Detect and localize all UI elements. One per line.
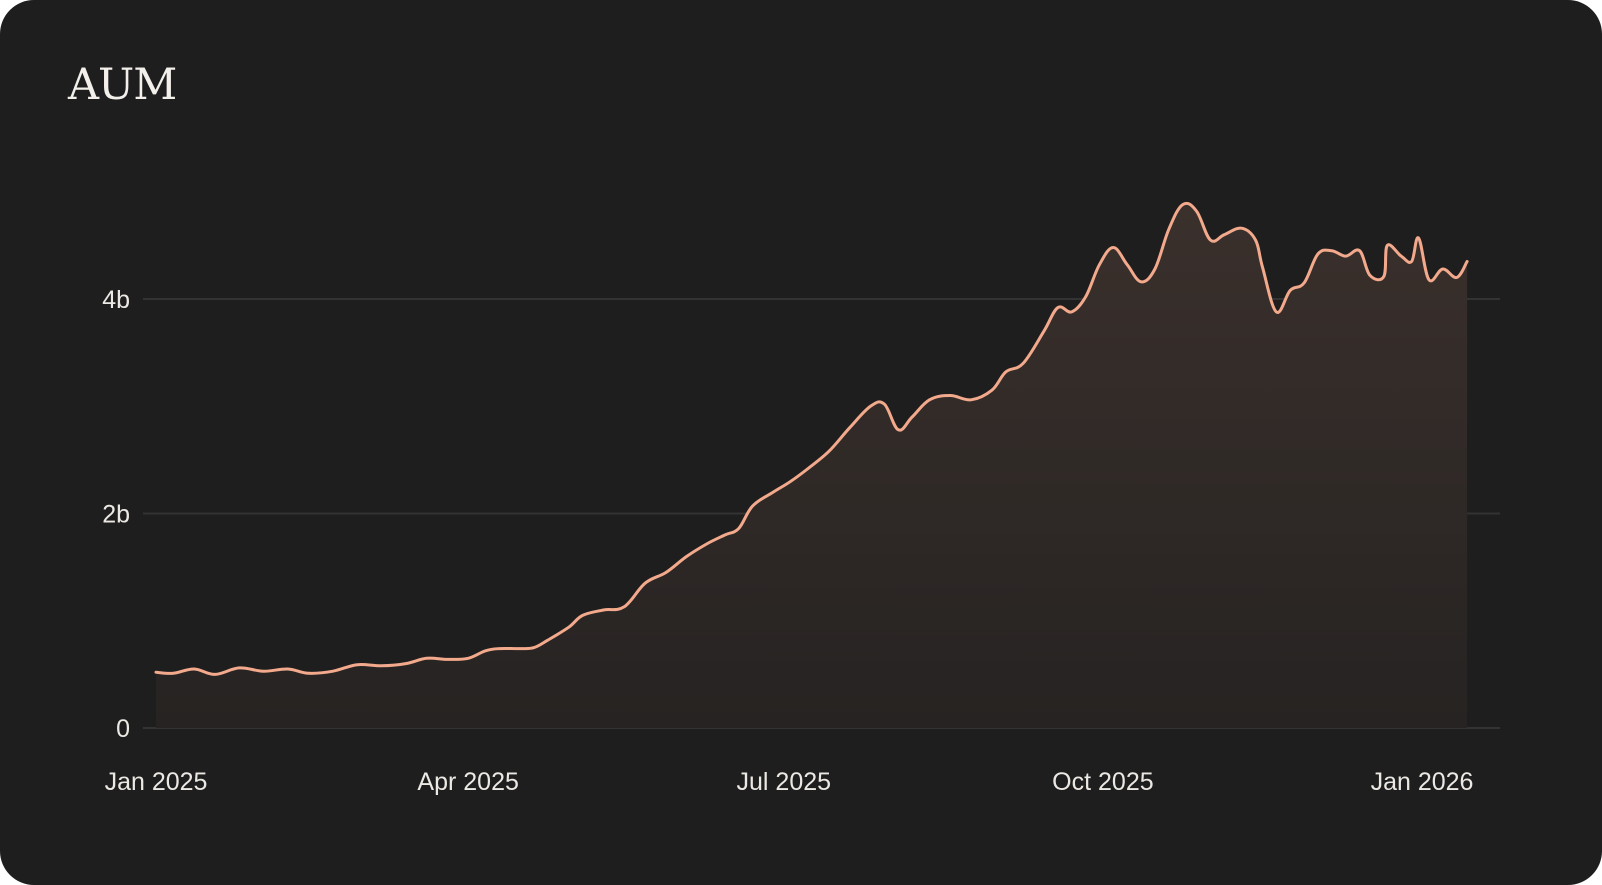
chart-title: AUM xyxy=(68,60,177,110)
x-tick-label: Jan 2025 xyxy=(105,768,208,796)
y-tick-label: 4b xyxy=(102,286,130,314)
x-tick-label: Oct 2025 xyxy=(1052,768,1153,796)
x-tick-label: Jul 2025 xyxy=(737,768,832,796)
aum-area-fill xyxy=(156,203,1468,728)
y-tick-label: 0 xyxy=(116,715,130,743)
y-tick-label: 2b xyxy=(102,501,130,529)
x-tick-label: Jan 2026 xyxy=(1371,768,1474,796)
aum-series-line xyxy=(154,201,1469,676)
x-tick-label: Apr 2025 xyxy=(417,768,518,796)
